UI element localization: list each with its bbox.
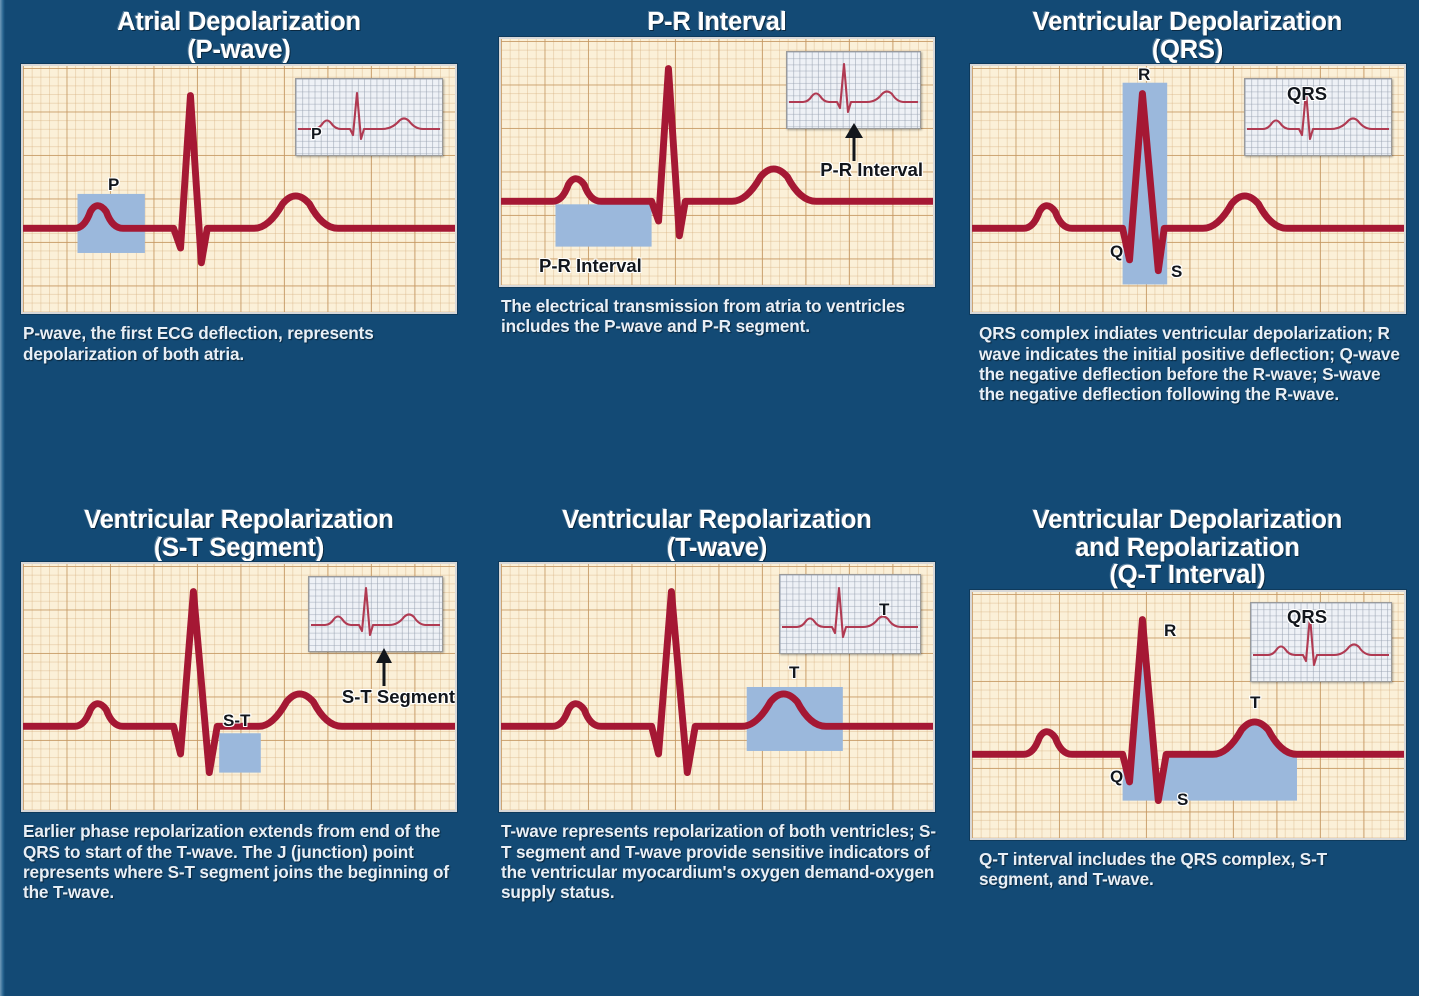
panel-title: Ventricular Repolarization (T-wave) <box>562 506 872 562</box>
inset-graph-paper <box>1251 602 1391 681</box>
inset-thumbnail: QRS <box>1250 601 1392 682</box>
panel-title: Ventricular Repolarization (S-T Segment) <box>84 506 394 562</box>
wave-label-t: T <box>1250 692 1261 712</box>
panel-caption: Q-T interval includes the QRS complex, S… <box>979 848 1328 890</box>
ecg-chart-pr-interval: P-R Interval P-R Interval <box>499 36 935 287</box>
panel-qt-interval: Ventricular Depolarization and Repolariz… <box>956 498 1419 996</box>
inset-thumbnail <box>308 576 443 653</box>
ecg-waveform <box>972 82 1404 285</box>
inset-thumbnail: P <box>295 78 443 157</box>
callout-label-pr-interval: P-R Interval <box>820 158 923 180</box>
ecg-waveform <box>501 588 933 777</box>
inset-thumbnail: T <box>779 574 921 655</box>
callout-arrow-icon <box>376 648 392 687</box>
inset-thumbnail <box>786 50 921 129</box>
panel-title: Ventricular Depolarization and Repolariz… <box>1032 506 1343 590</box>
wave-label-st: S-T <box>223 711 251 731</box>
ecg-waveform <box>23 92 455 267</box>
wave-label-t: T <box>789 663 800 683</box>
inset-label-qrs: QRS <box>1287 83 1328 105</box>
ecg-chart-qt-interval: QRS R Q S T <box>970 589 1406 840</box>
wave-label-q: Q <box>1110 242 1124 262</box>
panel-caption: Earlier phase repolarization extends fro… <box>23 821 449 903</box>
ecg-graph-paper <box>972 66 1404 313</box>
inset-waveform <box>782 587 918 639</box>
wave-label-pr-interval: P-R Interval <box>539 254 642 276</box>
panel-caption: QRS complex indiates ventricular depolar… <box>979 323 1400 405</box>
inset-waveform <box>1253 614 1389 666</box>
ecg-waveform <box>972 615 1404 804</box>
callout-label-st-segment: S-T Segment <box>341 686 455 708</box>
inset-label-qrs: QRS <box>1287 605 1328 627</box>
ecg-waveform <box>501 64 933 247</box>
wave-label-q: Q <box>1110 766 1124 786</box>
inset-graph-paper <box>1245 79 1391 156</box>
inset-graph-paper <box>296 79 442 156</box>
panel-pr-interval: P-R Interval P-R Interval <box>478 0 956 498</box>
wave-label-r: R <box>1138 65 1151 85</box>
ecg-chart-p-wave: P P <box>21 64 457 315</box>
inset-waveform <box>789 62 918 113</box>
inset-thumbnail: QRS <box>1244 78 1392 157</box>
panel-title: Atrial Depolarization (P-wave) <box>117 8 361 64</box>
inset-graph-paper <box>309 577 442 652</box>
callout-arrow-icon <box>845 122 863 161</box>
panel-title: P-R Interval <box>647 8 787 36</box>
inset-label-t: T <box>879 600 890 620</box>
inset-graph-paper <box>780 575 920 654</box>
panel-p-wave: Atrial Depolarization (P-wave) P P P-wav… <box>0 0 478 498</box>
ecg-chart-t-wave: T T <box>499 562 935 813</box>
panel-caption: P-wave, the first ECG deflection, repres… <box>23 323 374 364</box>
highlight-pr-interval <box>555 203 652 247</box>
ecg-waveform <box>23 588 455 777</box>
panel-t-wave: Ventricular Repolarization (T-wave) T T … <box>478 498 956 996</box>
ecg-chart-qrs: QRS R Q S <box>970 64 1406 315</box>
panel-caption: T-wave represents repolarization of both… <box>501 821 936 903</box>
panel-title: Ventricular Depolarization (QRS) <box>1032 8 1343 64</box>
panel-st-segment: Ventricular Repolarization (S-T Segment) <box>0 498 478 996</box>
wave-label-s: S <box>1171 262 1183 282</box>
panel-caption: The electrical transmission from atria t… <box>501 295 905 336</box>
inset-waveform <box>1247 91 1389 141</box>
inset-waveform <box>311 587 440 637</box>
wave-label-r: R <box>1164 620 1177 640</box>
wave-label-p: P <box>108 175 120 195</box>
ecg-chart-st-segment: S-T Segment S-T <box>21 562 457 813</box>
inset-label-p: P <box>311 126 322 144</box>
panel-qrs: Ventricular Depolarization (QRS) QRS R Q… <box>956 0 1419 498</box>
wave-label-s: S <box>1177 789 1189 809</box>
highlight-st-segment <box>219 733 261 773</box>
inset-graph-paper <box>787 51 920 128</box>
inset-waveform <box>298 92 440 141</box>
